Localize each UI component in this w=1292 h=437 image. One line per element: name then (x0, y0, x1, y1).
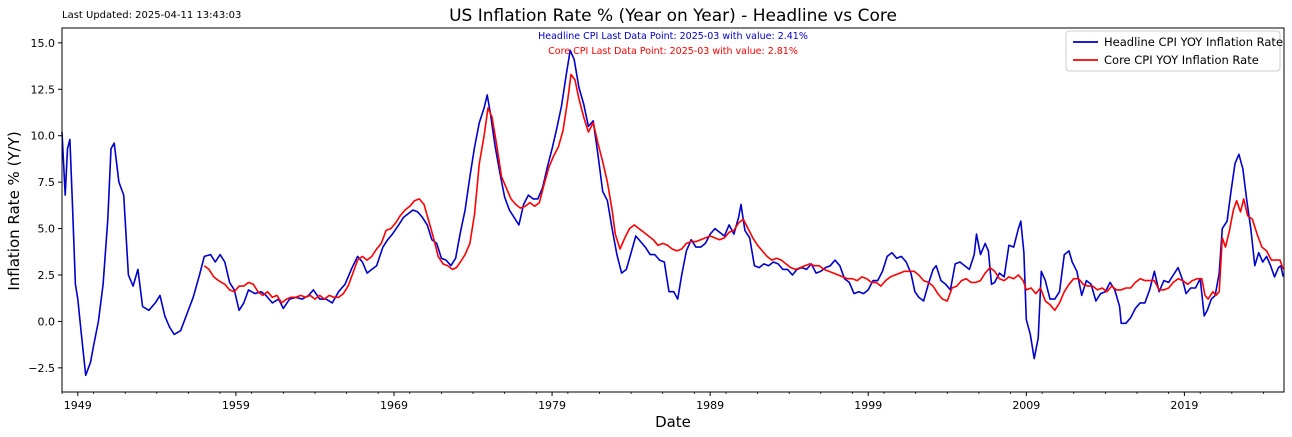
y-tick-label: −2.5 (28, 362, 55, 375)
x-axis-ticks: 1949 1959 1969 1979 1989 1999 2009 2019 (61, 392, 1264, 412)
y-tick-label: 5.0 (38, 223, 56, 236)
x-tick-label: 1999 (854, 399, 882, 412)
legend-box (1065, 30, 1281, 72)
last-updated-text: Last Updated: 2025-04-11 13:43:03 (62, 10, 241, 21)
x-tick-label: 1949 (64, 399, 92, 412)
y-axis-ticks: −2.5 0.0 2.5 5.0 7.5 10.0 12.5 15.0 (28, 37, 62, 375)
chart-title: US Inflation Rate % (Year on Year) - Hea… (449, 6, 897, 26)
legend-core-label: Core CPI YOY Inflation Rate (1104, 53, 1259, 67)
x-tick-label: 2009 (1012, 399, 1040, 412)
headline-last-point-annotation: Headline CPI Last Data Point: 2025-03 wi… (538, 31, 808, 42)
y-tick-label: 10.0 (31, 130, 56, 143)
x-tick-label: 2019 (1170, 399, 1198, 412)
y-tick-label: 15.0 (31, 37, 56, 50)
y-tick-label: 12.5 (31, 83, 56, 96)
y-tick-label: 2.5 (38, 269, 56, 282)
core-last-point-annotation: Core CPI Last Data Point: 2025-03 with v… (548, 46, 798, 57)
y-axis-title: Inflation Rate % (Y/Y) (5, 131, 23, 290)
legend-headline-label: Headline CPI YOY Inflation Rate (1104, 35, 1283, 49)
legend: Headline CPI YOY Inflation Rate Core CPI… (1065, 30, 1283, 72)
x-tick-label: 1979 (538, 399, 566, 412)
headline-cpi-line (61, 49, 1284, 377)
x-axis-title: Date (655, 413, 691, 431)
x-tick-label: 1989 (696, 399, 724, 412)
core-cpi-line (203, 73, 1284, 312)
y-tick-label: 0.0 (38, 315, 56, 328)
series-layer (61, 49, 1284, 377)
x-tick-label: 1969 (380, 399, 408, 412)
x-tick-label: 1959 (222, 399, 250, 412)
y-tick-label: 7.5 (38, 176, 56, 189)
plot-frame (61, 27, 1285, 393)
